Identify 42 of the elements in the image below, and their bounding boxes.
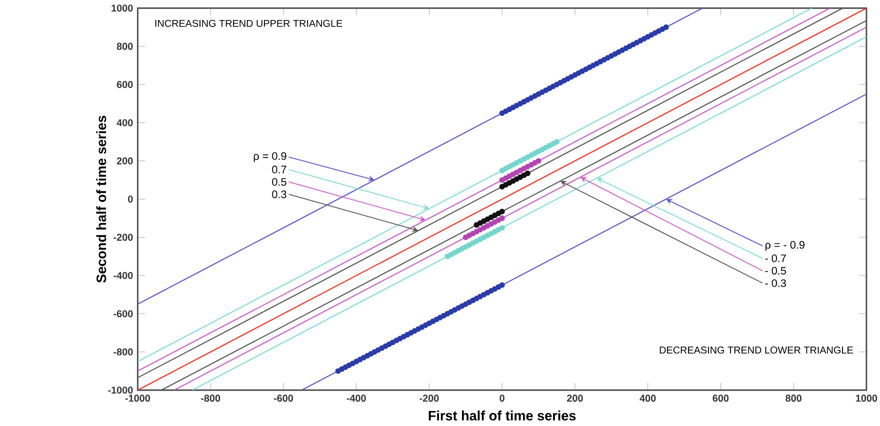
y-tick-label: -1000 [108,386,133,394]
annotation: - 0.5 [765,266,786,274]
y-tick-label: -200 [114,234,133,241]
annotation: 0.7 [272,166,286,174]
annotation: DECREASING TREND LOWER TRIANGLE [660,346,853,354]
point [499,224,505,230]
point [499,215,505,221]
y-tick-label: -400 [114,272,133,279]
x-tick-label: -800 [201,394,220,402]
point [554,138,560,145]
x-axis-title: First half of time series [428,410,576,420]
x-tick-label: 400 [640,394,656,402]
x-tick-label: 1000 [856,394,878,402]
annotation: 0.3 [272,190,286,198]
point [499,282,505,288]
x-tick-label: 800 [786,394,802,402]
point [663,24,669,30]
annotation: INCREASING TREND UPPER TRIANGLE [155,20,342,27]
y-tick-label: -800 [114,348,133,356]
y-tick-label: 200 [116,157,133,164]
y-tick-label: -600 [114,310,133,318]
x-tick-label: -600 [274,394,293,402]
y-axis-title: Second half of time series [96,116,106,283]
annotation: ρ = 0.9 [254,152,286,162]
x-tick-label: -200 [420,394,439,402]
annotation: - 0.7 [765,254,786,262]
x-tick-label: -1000 [125,394,150,402]
y-tick-label: 600 [116,80,133,88]
point [524,170,530,176]
x-tick-label: 600 [712,394,729,402]
y-tick-label: 0 [128,195,133,203]
annotation: - 0.3 [765,279,786,287]
point [536,158,542,164]
annotation: ρ = - 0.9 [765,240,804,251]
x-tick-label: -400 [346,394,366,402]
annotation: 0.5 [272,178,286,186]
y-tick-label: 800 [116,42,133,50]
x-tick-label: 200 [566,394,583,402]
y-tick-label: 400 [116,119,133,126]
y-tick-label: 1000 [112,4,133,12]
point [499,208,505,214]
x-tick-label: 0 [500,394,504,402]
